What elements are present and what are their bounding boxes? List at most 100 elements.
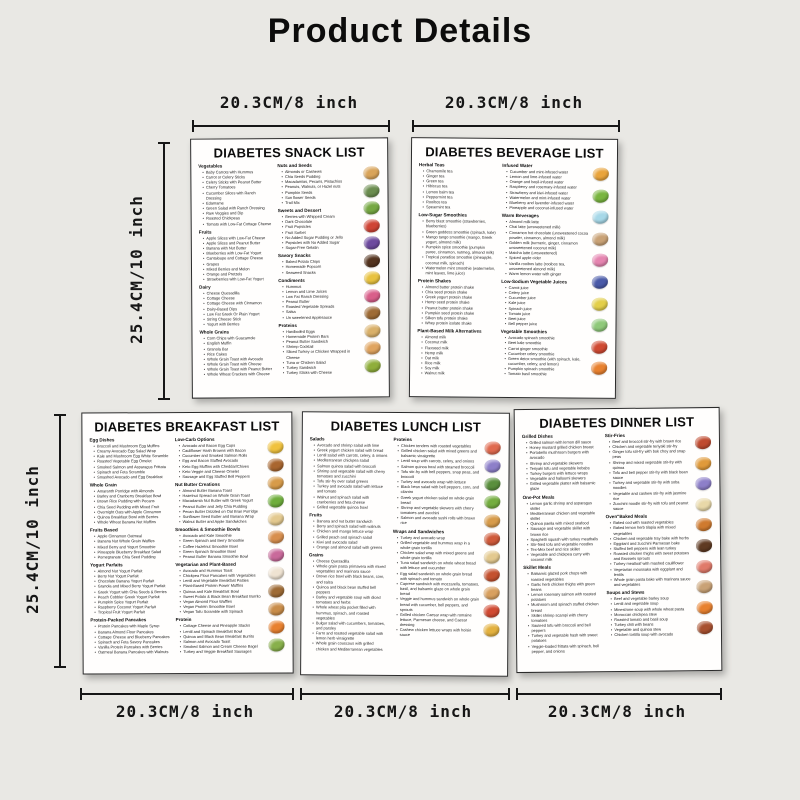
list-item: Sausage and vegetable skillet with brown… [527, 526, 600, 537]
section-item-list: Apple Slices with Low-Fat CheeseApple Sl… [199, 235, 272, 282]
list-item: Grilled chicken salad with mixed greens … [397, 448, 480, 459]
yogurt-parfait-icon [267, 566, 284, 580]
section-item-list: Berry blast smoothie (strawberries, blue… [418, 218, 496, 275]
cheese-sandwich-icon [364, 341, 381, 355]
baked-eggs-skillet-icon [695, 538, 712, 553]
list-item: Brown rice bowl with black beans, corn, … [313, 574, 387, 585]
list-item: Trail Mix [282, 199, 360, 205]
list-item: Zucchini noodle stir-fry with tofu and p… [609, 500, 691, 511]
herbal-tea-cup-icon [592, 167, 609, 181]
list-item: Vegetable and chickpea curry with coconu… [527, 551, 600, 562]
poster-column: Low-Carb OptionsAvocado and Bacon Egg Cu… [175, 436, 286, 654]
food-illustration-strip [361, 166, 381, 373]
poster-columns: Herbal TeasChamomile teaGinger teaGreen … [417, 162, 610, 377]
shrimp-noodle-soup-icon [694, 477, 711, 491]
food-illustration-strip [481, 441, 501, 637]
section-heading: Nuts and Seeds [277, 162, 312, 169]
roast-chicken-plate-icon [694, 456, 711, 470]
poster-title: DIABETES BREAKFAST LIST [94, 418, 280, 435]
width-dimension-line [300, 688, 510, 700]
section-item-list: Protein Pancakes with Maple SyrupBanana … [90, 623, 170, 655]
bruschetta-toast-icon [483, 514, 500, 528]
garden-salad-icon [483, 496, 500, 510]
list-item: Walnut and spinach salad with cranberrie… [313, 494, 387, 505]
list-item: Turkey and vegetable hash with sweet pot… [528, 632, 601, 644]
poster-columns: Grilled DishesGrilled salmon with lemon … [522, 432, 714, 654]
list-item: Egg salad sandwich on whole grain bread … [397, 571, 480, 582]
list-item: Balsamic glazed pork chops with roasted … [527, 571, 600, 582]
section-heading: Sweets and Dessert [277, 207, 322, 214]
list-item: Smashed Avocado and Egg Breakfast [94, 474, 169, 480]
orange-carrot-juice-icon [590, 362, 607, 376]
section-heading: Nut Butter Creations [174, 481, 220, 488]
section-item-list: Chamomile teaGinger teaGreen teaHibiscus… [419, 168, 497, 210]
poster-column: Herbal TeasChamomile teaGinger teaGreen … [417, 162, 496, 376]
section-heading: Savory Snacks [278, 253, 311, 259]
section-item-list: Cottage Cheese and Pineapple StacksLenti… [176, 623, 265, 654]
section-item-list: Baked Potato ChipsHomemade PopcornSeawee… [278, 259, 360, 275]
height-dimension-line [158, 142, 170, 400]
section-heading: Grilled Dishes [521, 433, 553, 440]
nuts-bowl-icon [362, 166, 379, 180]
list-item: Strawberries with Low-Fat Yogurt [203, 276, 272, 282]
poster-column: Egg DishesBroccoli and Mushroom Egg Muff… [89, 437, 169, 655]
list-item: Barley and vegetable soup with diced tom… [313, 594, 387, 605]
section-heading: Skillet Meals [523, 565, 551, 571]
list-item: Golden milk (turmeric, ginger, cinnamon … [506, 240, 589, 251]
section-item-list: Corn Chips with GuacamoleEnglish MuffinG… [199, 335, 272, 377]
list-item: Orange and almond salad with greens [313, 544, 387, 550]
sushi-roll-icon [483, 477, 500, 491]
caprese-plate-icon [482, 604, 500, 619]
section-heading: Salads [309, 436, 325, 442]
list-item: Quinoa and black bean stuffed bell peppe… [313, 584, 387, 595]
section-heading: Proteins [278, 322, 297, 328]
grilled-shrimp-icon [484, 441, 501, 455]
poster-title: DIABETES SNACK LIST [213, 144, 365, 161]
veggie-platter-icon [362, 183, 380, 198]
list-item: Pomegranate Chia Seed Pudding [94, 554, 169, 560]
fried-rice-plate-icon [695, 497, 712, 511]
candy-mix-icon [363, 289, 380, 303]
food-illustration-strip [589, 167, 610, 376]
peanut-butter-jar-icon [363, 306, 380, 320]
list-item: Sauteed tofu with broccoli and bell pepp… [528, 622, 601, 633]
section-heading: Egg Dishes [89, 437, 115, 443]
list-item: Grilled chicken Caesar wrap with romaine… [396, 612, 479, 628]
list-item: Whole grain pasta primavera with mixed v… [313, 563, 387, 575]
blueberries-icon [591, 275, 608, 289]
list-item: Cucumber Slices with Ranch Dressing [202, 190, 271, 201]
list-item: Lemon rosemary salmon with roasted potat… [528, 591, 601, 602]
cucumber-mint-water-icon [590, 318, 608, 332]
section-item-list: Avocado and Hummus ToastChickpea Flour P… [175, 568, 264, 615]
list-item: Garlic herb chicken thighs with green be… [527, 581, 600, 592]
section-item-list: Turkey and avocado wrapGrilled vegetable… [392, 534, 480, 638]
section-item-list: Almond milk latteChai latte (unsweetened… [501, 219, 588, 276]
list-item: Veggie-loaded frittata with spinach, bel… [528, 643, 601, 654]
section-heading: Low-Carb Options [174, 436, 215, 443]
section-item-list: Avocado spinach smoothieBeet kale smooth… [500, 335, 587, 377]
section-item-list: Avocado and shrimp salad with limeGreek … [309, 442, 388, 510]
section-item-list: Beef and broccoli stir-fry with brown ri… [605, 438, 692, 511]
green-smoothie-jar-icon [267, 494, 284, 508]
section-heading: Whole Grain [89, 482, 117, 488]
porridge-bowl-icon [267, 512, 284, 526]
poster-diabetes-dinner-list: DIABETES DINNER LIST Grilled DishesGrill… [513, 406, 723, 674]
chips-guacamole-icon [364, 359, 381, 373]
noodle-soup-icon [483, 459, 501, 473]
poster-columns: SaladsAvocado and shrimp salad with lime… [308, 436, 501, 652]
latte-art-cup-icon [591, 232, 608, 246]
list-item: Vegan Tofu Scramble with Spinach [180, 609, 265, 615]
list-item: Pumpkin spice smoothie (pumpkin puree, c… [422, 244, 495, 255]
height-dimension-line [54, 414, 66, 668]
green-smoothie-icon [592, 189, 609, 203]
list-item: Tofu stir-fry with bell peppers, snap pe… [397, 469, 480, 480]
tomato-soup-bowl-icon [694, 436, 711, 450]
section-heading: Fruits [309, 512, 322, 518]
sashimi-plate-icon [695, 559, 712, 573]
list-item: Grilled vegetable and hummus wrap in a w… [397, 540, 480, 551]
section-heading: Low-Sodium Vegetable Juices [501, 278, 568, 285]
poster-diabetes-lunch-list: DIABETES LUNCH LIST SaladsAvocado and sh… [300, 411, 510, 677]
apple-slices-icon [363, 219, 380, 233]
section-heading: Dairy [199, 284, 211, 290]
section-heading: Condiments [278, 277, 305, 283]
